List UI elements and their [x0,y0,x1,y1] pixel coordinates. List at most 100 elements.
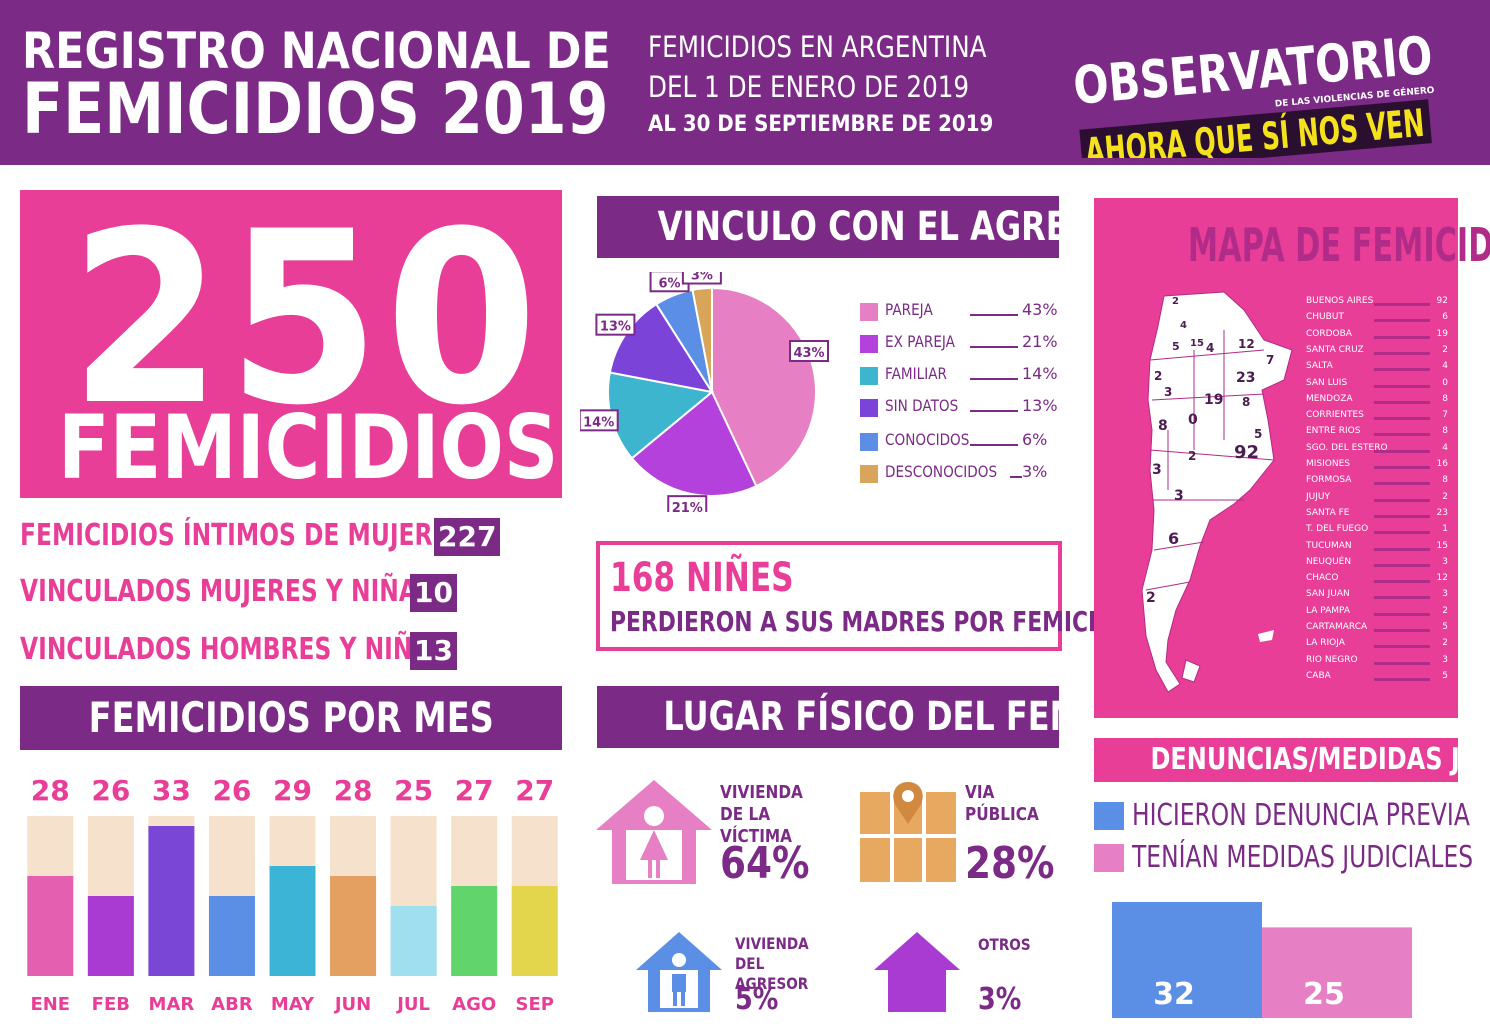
place-value: 28% [965,838,1055,889]
legend-swatch [860,433,878,451]
legend-label: HICIERON DENUNCIA PREVIA [1132,798,1470,833]
province-leader-bar [1374,417,1430,421]
month-label: ENE [30,994,70,1015]
province-leader-bar [1374,596,1430,600]
ninos-box: 168 NIÑES PERDIERON A SUS MADRES POR FEM… [596,541,1141,651]
bar-value-label: 25 [394,774,433,807]
province-name: BUENOS AIRES [1306,296,1374,306]
province-name: CORDOBA [1306,328,1352,339]
legend-item: DESCONOCIDOS 3% [860,462,1060,486]
bar-value-label: 27 [455,774,494,807]
month-label: MAY [271,994,315,1015]
svg-text:21%: 21% [672,501,703,512]
lugar-banner: LUGAR FÍSICO DEL FEMICIDIO [597,686,1059,748]
province-value: 3 [1442,589,1448,600]
pie-slice [630,390,758,497]
total-label: FEMICIDIOS [57,396,559,499]
province-name: MISIONES [1306,459,1351,469]
map-province-count: 3 [1174,488,1184,504]
total-number: 250 [69,181,544,458]
legend-value: 3% [1022,462,1048,481]
province-row: CORRIENTES 7 [1306,408,1448,424]
month-bar [390,906,437,976]
province-leader-bar [1374,580,1430,584]
bar-value-label: 29 [273,774,312,807]
bar-value-label: 28 [334,774,373,807]
breakdown-label: FEMICIDIOS ÍNTIMOS DE MUJERES [20,518,466,553]
svg-text:14%: 14% [583,415,614,430]
province-value: 92 [1436,296,1448,306]
province-name: CARTAMARCA [1306,622,1368,632]
title-line-1: REGISTRO NACIONAL DE [22,22,611,80]
province-value: 12 [1436,573,1448,584]
province-value: 7 [1442,410,1448,421]
subtitle-line-3: AL 30 DE SEPTIEMBRE DE 2019 [648,112,994,137]
legend-value: 14% [1022,364,1058,383]
province-row: FORMOSA 8 [1306,473,1448,489]
bar-value-label: 26 [212,774,251,807]
legend-swatch [860,367,878,385]
province-leader-bar [1374,531,1430,535]
province-leader-bar [1374,384,1430,388]
legend-item: SIN DATOS 13% [860,396,1060,420]
map-province-count: 6 [1168,529,1179,548]
province-name: TUCUMAN [1306,540,1352,551]
province-value: 5 [1442,622,1448,632]
province-leader-bar [1374,612,1430,616]
province-row: MENDOZA 8 [1306,392,1448,408]
province-value: 15 [1436,540,1448,551]
legend-leader-line [970,410,1018,412]
province-name: NEUQUÉN [1306,556,1352,567]
province-value: 3 [1442,556,1448,567]
legend-label: DESCONOCIDOS [885,462,998,481]
month-bar [451,886,498,976]
province-row: BUENOS AIRES 92 [1306,294,1448,310]
province-row: SAN JUAN 3 [1306,587,1448,603]
legend-value: 13% [1022,396,1058,415]
province-leader-bar [1374,514,1430,518]
map-province-count: 8 [1242,395,1250,409]
legend-value: 6% [1022,430,1048,449]
denuncias-chart: 32 25 [1112,902,1412,1018]
province-name: FORMOSA [1306,475,1352,486]
province-leader-bar [1374,498,1430,502]
legend-label: PAREJA [885,300,933,319]
province-name: SANTA FE [1306,507,1350,518]
house-victim-icon [596,780,712,884]
logo-line-1: OBSERVATORIO [1071,26,1435,117]
province-row: LA PAMPA 2 [1306,604,1448,620]
legend-swatch [860,303,878,321]
province-name: SAN LUIS [1306,377,1348,388]
por-mes-title: FEMICIDIOS POR MES [88,693,494,742]
month-bar [330,876,377,976]
breakdown-row: FEMICIDIOS ÍNTIMOS DE MUJERES 227 [20,518,560,558]
province-name: SALTA [1306,361,1333,372]
province-name: ENTRE RIOS [1306,426,1361,437]
breakdown-value: 227 [434,518,501,556]
denuncias-bar [1112,902,1262,1018]
lugar-title: LUGAR FÍSICO DEL FEMICIDIO [663,694,1059,740]
map-province-count: 2 [1146,590,1156,606]
province-value: 8 [1442,426,1448,437]
map-province-count: 23 [1236,370,1255,386]
month-label: ABR [211,994,253,1015]
place-label: OTROS [978,935,1031,954]
month-bar [511,886,558,976]
province-name: T. DEL FUEGO [1306,524,1369,535]
province-row: ENTRE RIOS 8 [1306,424,1448,440]
svg-text:3%: 3% [691,272,713,284]
legend-value: 21% [1022,332,1058,351]
map-province-count: 5 [1172,340,1180,353]
denuncias-bar [1262,927,1412,1018]
province-row: CHACO 12 [1306,571,1448,587]
province-leader-bar [1374,449,1430,453]
legend-label: EX PAREJA [885,332,955,351]
map-title: MAPA DE FEMICIDIOS [1187,218,1490,272]
legend-leader-line [970,444,1018,446]
legend-leader-line [1010,476,1022,478]
place-value: 5% [735,982,779,1017]
province-row: RIO NEGRO 3 [1306,653,1448,669]
province-row: SANTA FE 23 [1306,506,1448,522]
province-row: JUJUY 2 [1306,490,1448,506]
